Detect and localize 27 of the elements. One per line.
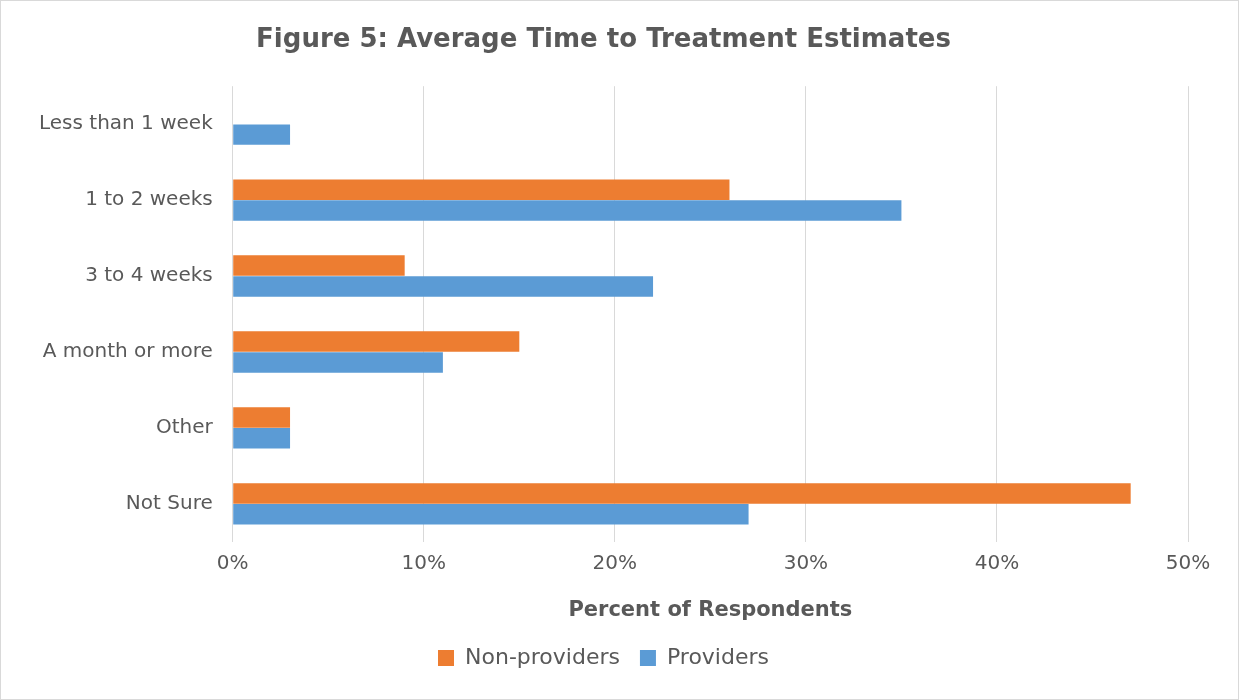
bar <box>233 200 902 221</box>
bar <box>233 483 1131 504</box>
legend-label: Non-providers <box>465 643 620 669</box>
bar <box>233 428 291 449</box>
bar <box>233 255 405 276</box>
x-tick-label: 30% <box>783 550 829 574</box>
bar <box>233 504 749 525</box>
chart-title: Figure 5: Average Time to Treatment Estimates <box>256 23 951 54</box>
bar <box>233 407 291 428</box>
y-tick-label: Not Sure <box>125 490 213 515</box>
x-tick-label: 20% <box>592 550 638 574</box>
bar <box>233 352 443 373</box>
y-tick-label: Other <box>155 414 214 439</box>
x-tick-label: 10% <box>401 550 447 574</box>
y-tick-label: A month or more <box>42 338 213 363</box>
x-tick-label: 40% <box>974 550 1020 574</box>
bar <box>233 276 654 297</box>
bar <box>233 331 520 352</box>
y-tick-label: 1 to 2 weeks <box>85 186 213 211</box>
x-tick-label: 0% <box>216 550 249 574</box>
bar <box>233 179 730 200</box>
y-tick-label: Less than 1 week <box>39 110 214 135</box>
x-tick-label: 50% <box>1165 550 1211 574</box>
x-axis-title: Percent of Respondents <box>568 596 853 621</box>
y-tick-label: 3 to 4 weeks <box>85 262 213 287</box>
legend-label: Providers <box>666 643 769 669</box>
bar <box>233 124 291 145</box>
